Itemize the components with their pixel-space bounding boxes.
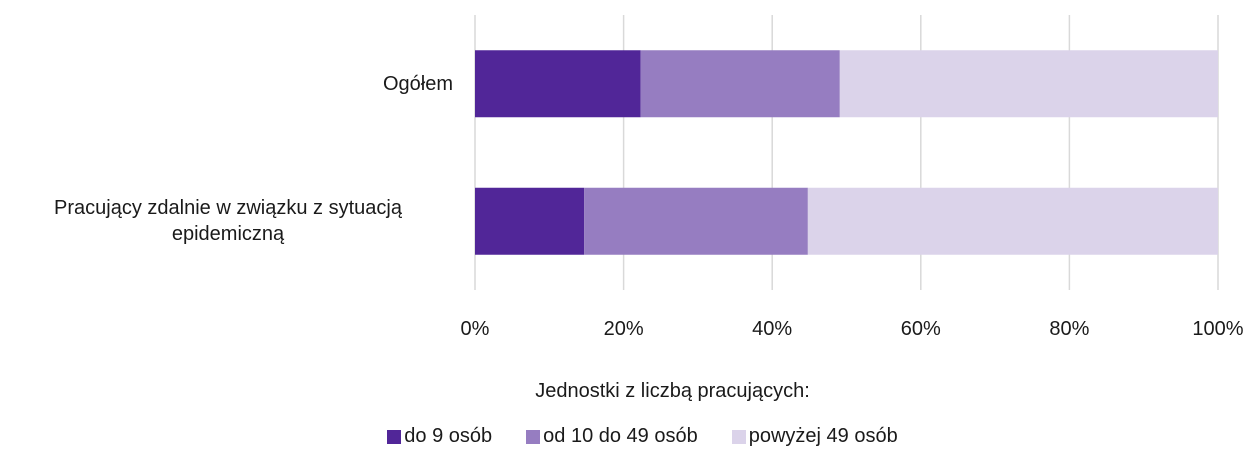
bar-segment: [584, 187, 808, 255]
x-tick-label: 0%: [460, 318, 490, 340]
legend-title: Jednostki z liczbą pracujących:: [535, 380, 810, 402]
legend-swatch: [387, 429, 402, 444]
bar-segment: [640, 50, 840, 118]
bar-segment: [839, 50, 1218, 118]
legend-item: od 10 do 49 osób: [526, 425, 698, 448]
x-tick-label: 20%: [603, 318, 644, 340]
legend-label: do 9 osób: [404, 425, 493, 447]
legend-item: powyżej 49 osób: [731, 425, 898, 448]
bar-segment: [475, 187, 585, 255]
legend-swatch: [526, 429, 541, 444]
y-tick-label-box: Ogółem: [3, 58, 453, 110]
y-tick-label-box: Pracujący zdalnie w związku z sytuacją e…: [3, 195, 453, 247]
legend-item: do 9 osób: [387, 425, 492, 448]
x-tick-label: 80%: [1049, 318, 1090, 340]
x-tick-label: 100%: [1192, 318, 1244, 340]
y-tick-label: Pracujący zdalnie w związku z sytuacją e…: [54, 197, 402, 246]
legend-swatch: [731, 429, 746, 444]
y-tick-label: Ogółem: [382, 72, 453, 95]
legend-label: od 10 do 49 osób: [543, 425, 698, 447]
bar-segment: [475, 50, 641, 118]
bar-segment: [807, 187, 1218, 255]
x-tick-label: 40%: [752, 318, 793, 340]
x-tick-label: 60%: [900, 318, 941, 340]
legend-label: powyżej 49 osób: [748, 425, 898, 447]
legend: do 9 osób od 10 do 49 osób powyżej 49 osób: [0, 425, 1253, 448]
